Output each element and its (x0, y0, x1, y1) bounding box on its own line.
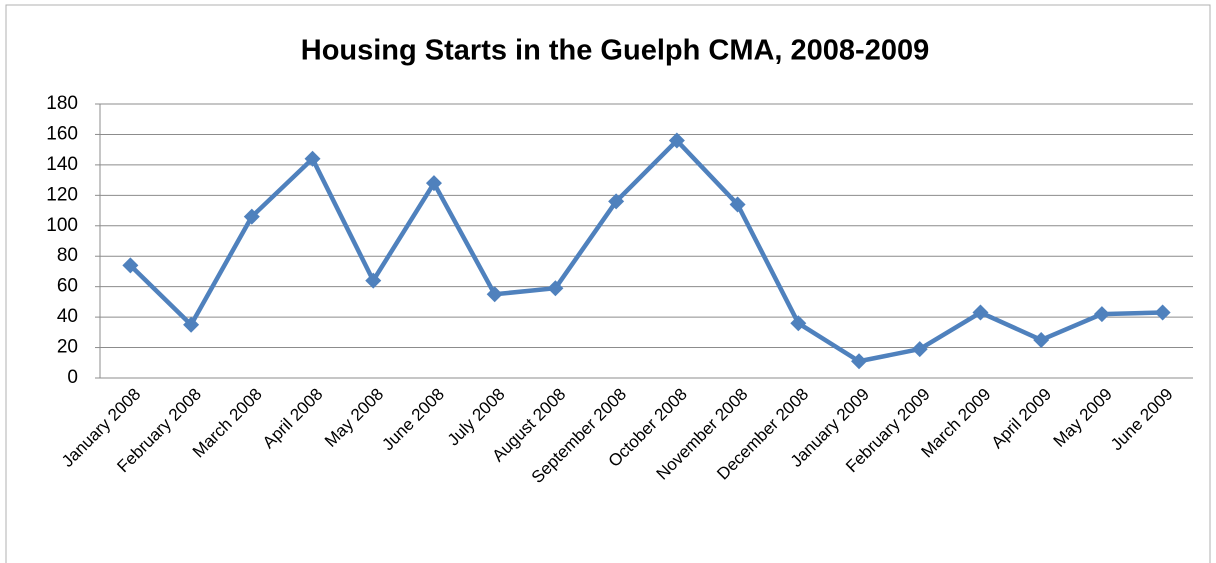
line (128, 138, 1163, 364)
marker (608, 193, 625, 210)
marker (1033, 331, 1050, 348)
chart-border (5, 4, 1211, 563)
x-tick-label: June 2008 (378, 385, 448, 455)
marker (851, 353, 868, 370)
x-tick-label: April 2008 (259, 385, 327, 453)
y-tick-label: 0 (67, 367, 78, 388)
marker (1093, 306, 1110, 323)
y-tick-label: 100 (46, 215, 78, 236)
marker (1154, 304, 1171, 321)
marker (486, 286, 503, 303)
marker (243, 208, 260, 225)
y-tick-label: 40 (57, 306, 78, 327)
y-tick-label: 120 (46, 184, 78, 205)
x-tick-label: June 2009 (1107, 385, 1177, 455)
marker (183, 316, 200, 333)
marker (790, 315, 807, 332)
y-tick-label: 60 (57, 276, 78, 297)
marker (729, 196, 746, 213)
y-tick-label: 140 (46, 154, 78, 175)
marker (972, 304, 989, 321)
marker (547, 280, 564, 297)
marker (425, 175, 442, 192)
marker (304, 150, 321, 167)
marker (365, 272, 382, 289)
y-tick-label: 180 (46, 93, 78, 114)
y-tick-label: 160 (46, 123, 78, 144)
y-tick-label: 20 (57, 337, 78, 358)
chart-title: Housing Starts in the Guelph CMA, 2008-2… (301, 35, 929, 67)
y-tick-label: 80 (57, 245, 78, 266)
marker (911, 341, 928, 358)
x-tick-label: April 2009 (988, 385, 1056, 453)
marker (668, 132, 685, 149)
x-tick-label: July 2008 (444, 385, 509, 450)
marker (122, 257, 139, 274)
